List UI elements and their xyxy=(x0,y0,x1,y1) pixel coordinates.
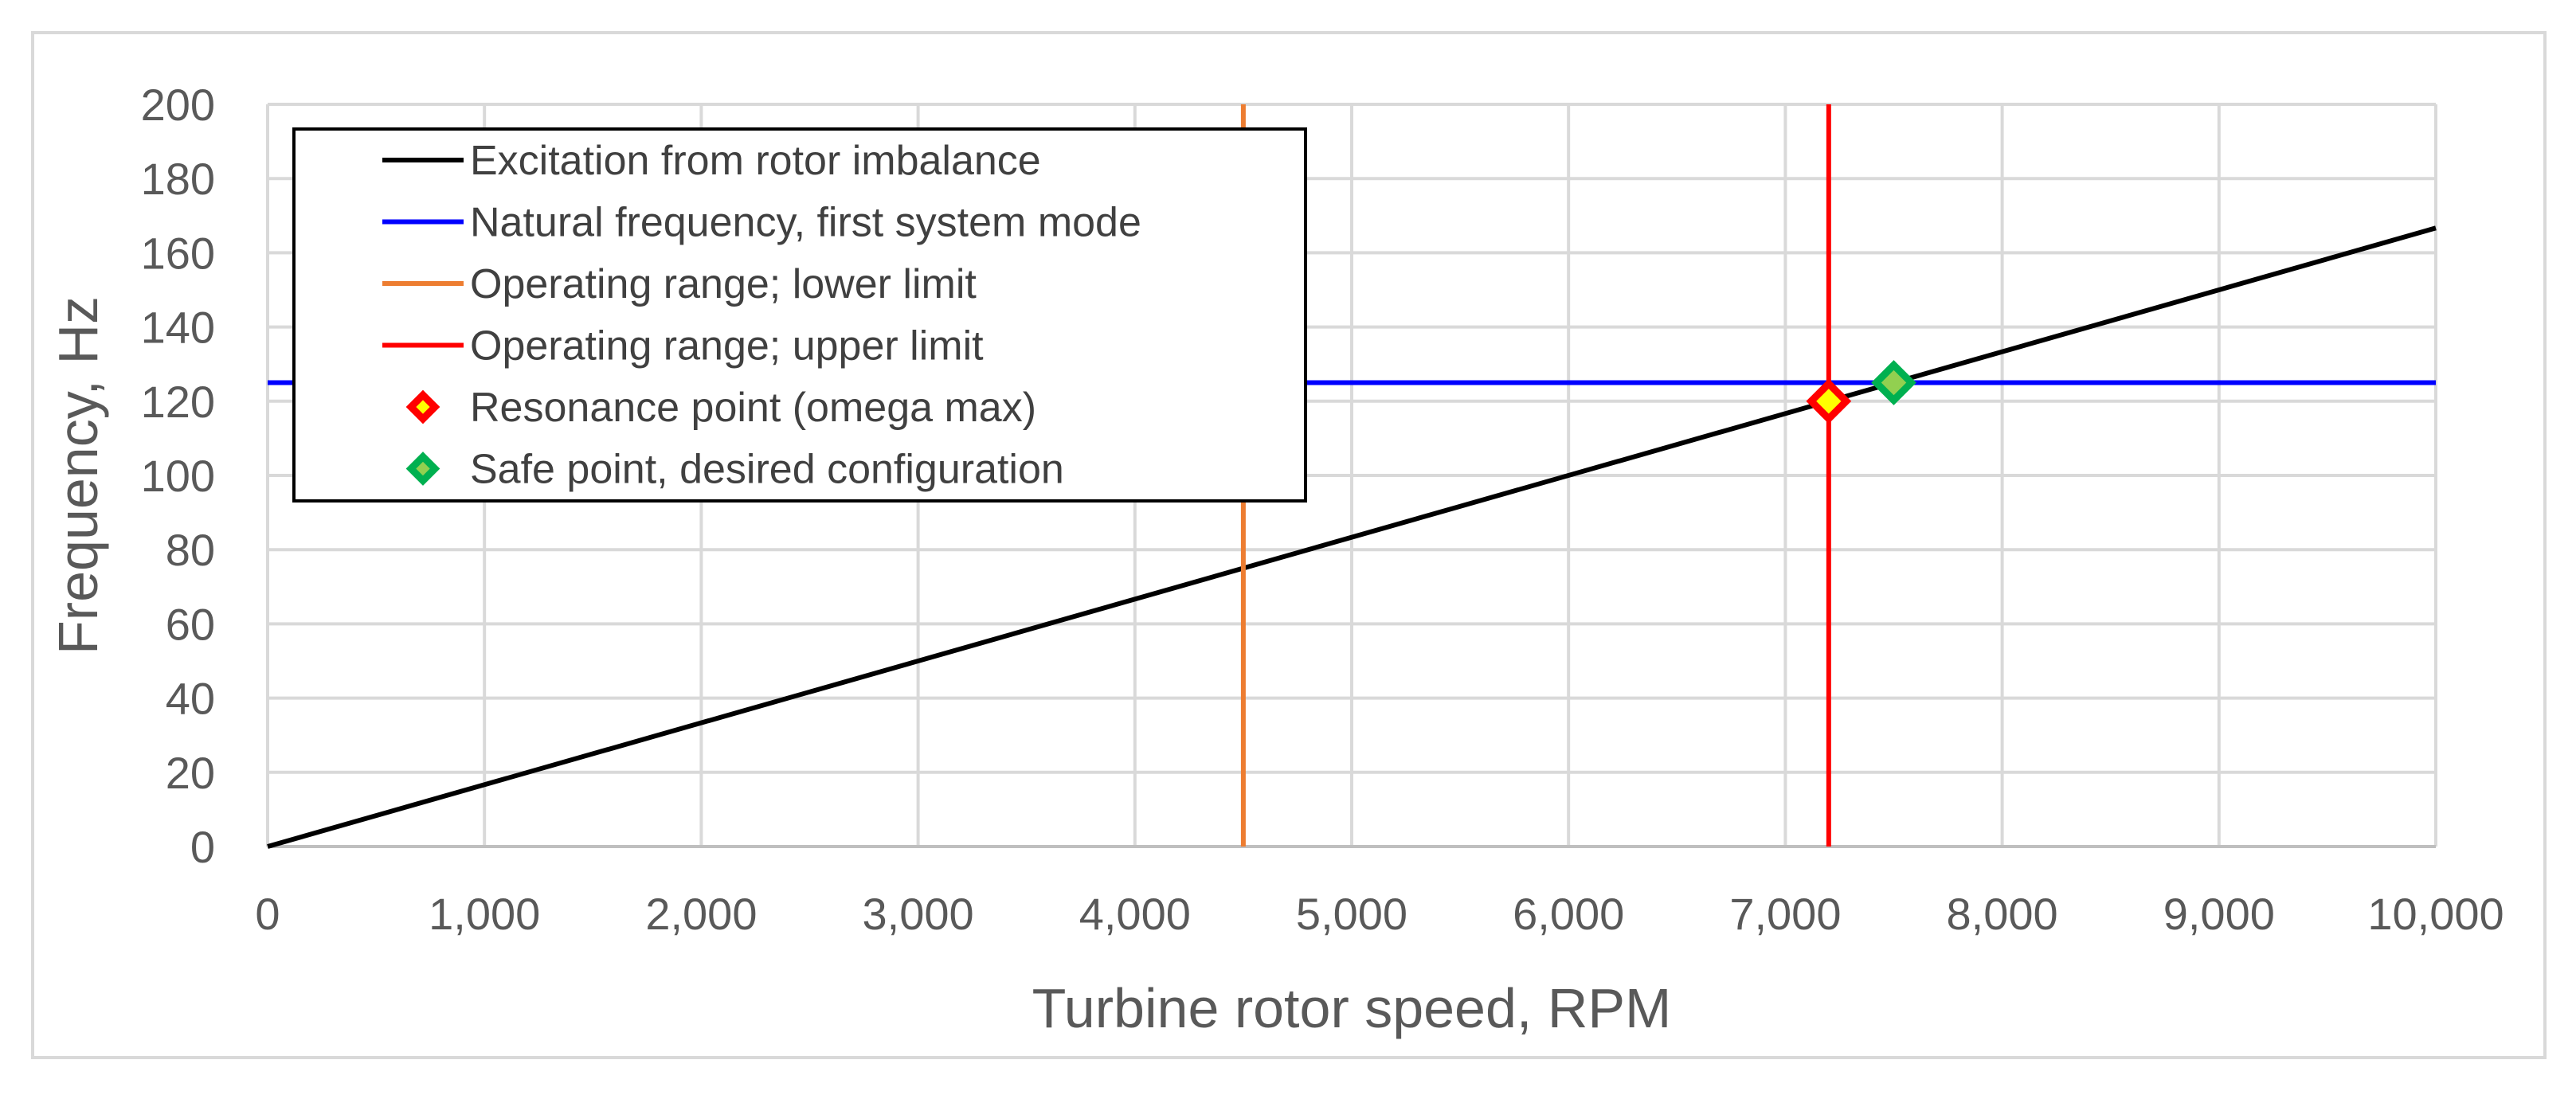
y-tick-label: 60 xyxy=(166,599,215,649)
y-tick-label: 0 xyxy=(190,822,215,872)
legend-label: Resonance point (omega max) xyxy=(470,385,1036,431)
legend-label: Safe point, desired configuration xyxy=(470,447,1064,493)
y-axis-title: Frequency, Hz xyxy=(47,296,109,655)
y-tick-label: 160 xyxy=(141,228,215,278)
x-tick-label: 8,000 xyxy=(1947,889,2058,939)
legend-swatch-diamond xyxy=(405,389,440,424)
x-tick-label: 10,000 xyxy=(2367,889,2504,939)
legend-excitation: Excitation from rotor imbalance xyxy=(382,138,1041,184)
x-tick-label: 7,000 xyxy=(1729,889,1841,939)
y-tick-label: 40 xyxy=(166,674,215,724)
y-tick-label: 20 xyxy=(166,748,215,798)
legend-label: Natural frequency, first system mode xyxy=(470,200,1141,246)
y-tick-label: 100 xyxy=(141,451,215,501)
safe-point-marker xyxy=(1871,360,1916,405)
y-tick-label: 140 xyxy=(141,303,215,353)
x-tick-label: 6,000 xyxy=(1513,889,1624,939)
y-tick-label: 200 xyxy=(141,80,215,130)
legend-natural-frequency: Natural frequency, first system mode xyxy=(382,200,1141,246)
x-tick-label: 2,000 xyxy=(645,889,757,939)
legend: Excitation from rotor imbalance Natural f… xyxy=(292,127,1307,503)
label-layer: 0 1,000 2,000 3,000 4,000 5,000 6,000 7,000 8,00… xyxy=(47,80,2504,1039)
excitation-line xyxy=(267,225,2437,849)
x-tick-label: 3,000 xyxy=(863,889,974,939)
y-tick-label: 180 xyxy=(141,154,215,204)
legend-box xyxy=(292,127,1307,503)
marker-layer xyxy=(1806,360,1916,424)
legend-lower-limit: Operating range; lower limit xyxy=(382,261,977,307)
legend-upper-limit: Operating range; upper limit xyxy=(382,323,984,370)
x-tick-label: 4,000 xyxy=(1079,889,1191,939)
x-tick-label: 0 xyxy=(255,889,280,939)
legend-label: Excitation from rotor imbalance xyxy=(470,138,1041,184)
y-tick-label: 80 xyxy=(166,525,215,575)
x-tick-label: 9,000 xyxy=(2163,889,2275,939)
x-tick-label: 5,000 xyxy=(1296,889,1407,939)
legend-label: Operating range; lower limit xyxy=(470,261,977,307)
legend-safe-point: Safe point, desired configuration xyxy=(405,447,1064,493)
legend-label: Operating range; upper limit xyxy=(470,323,984,370)
x-tick-label: 1,000 xyxy=(429,889,540,939)
y-tick-label: 120 xyxy=(141,377,215,427)
legend-swatch-diamond xyxy=(405,452,440,486)
resonance-point-marker xyxy=(1806,378,1852,424)
x-axis-title: Turbine rotor speed, RPM xyxy=(1032,977,1672,1039)
legend-resonance-point: Resonance point (omega max) xyxy=(405,385,1036,431)
